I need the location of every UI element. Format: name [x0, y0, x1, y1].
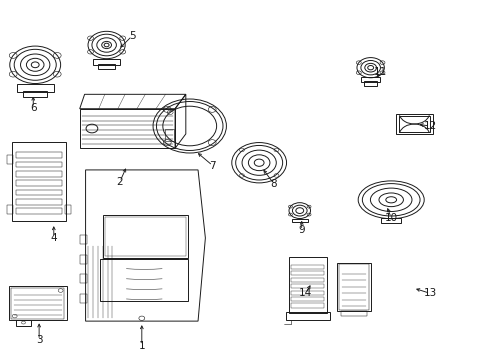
Bar — [98, 64, 115, 69]
Bar — [17, 84, 54, 92]
Bar — [285, 312, 329, 320]
Bar — [291, 219, 307, 222]
Bar — [291, 265, 323, 269]
Bar — [16, 199, 62, 205]
Bar — [80, 109, 175, 148]
Bar — [16, 320, 31, 326]
Bar — [341, 311, 366, 316]
Text: 10: 10 — [384, 213, 397, 223]
Text: 8: 8 — [270, 179, 277, 189]
Bar — [7, 155, 13, 164]
Text: 5: 5 — [128, 31, 135, 41]
Bar — [65, 205, 71, 214]
Bar — [16, 171, 62, 177]
Bar — [102, 215, 188, 258]
Bar — [7, 205, 13, 214]
Text: 11: 11 — [373, 67, 386, 77]
Bar — [16, 162, 62, 167]
Text: 12: 12 — [423, 121, 436, 131]
Bar — [339, 264, 368, 310]
Bar — [23, 91, 47, 97]
Bar — [80, 274, 86, 283]
Text: 4: 4 — [50, 233, 57, 243]
Text: 6: 6 — [30, 103, 37, 113]
Bar — [105, 217, 185, 256]
Text: 14: 14 — [298, 288, 312, 298]
Text: 13: 13 — [423, 288, 436, 298]
Bar — [381, 218, 400, 223]
Bar — [291, 271, 323, 275]
Bar — [16, 152, 62, 158]
Text: 7: 7 — [209, 161, 216, 171]
Bar — [11, 288, 64, 319]
Bar — [288, 257, 326, 313]
Bar — [12, 142, 66, 221]
Bar — [16, 190, 62, 195]
Bar — [9, 286, 66, 320]
Bar — [364, 81, 376, 86]
Bar — [398, 116, 429, 132]
Bar — [291, 297, 323, 301]
Bar — [100, 259, 188, 301]
Bar — [16, 208, 62, 214]
Text: 1: 1 — [138, 341, 145, 351]
Bar — [291, 284, 323, 288]
Bar — [395, 114, 432, 134]
Bar — [80, 235, 86, 244]
Text: 9: 9 — [298, 225, 305, 235]
Text: 2: 2 — [116, 177, 123, 187]
Bar — [360, 77, 380, 82]
Bar — [337, 263, 370, 311]
Bar — [291, 278, 323, 282]
Bar — [16, 180, 62, 186]
Bar — [291, 303, 323, 308]
Bar — [80, 255, 86, 264]
Bar — [80, 294, 86, 303]
Text: 3: 3 — [36, 335, 42, 345]
Bar — [165, 129, 174, 141]
Bar — [93, 59, 120, 65]
Bar — [291, 291, 323, 295]
